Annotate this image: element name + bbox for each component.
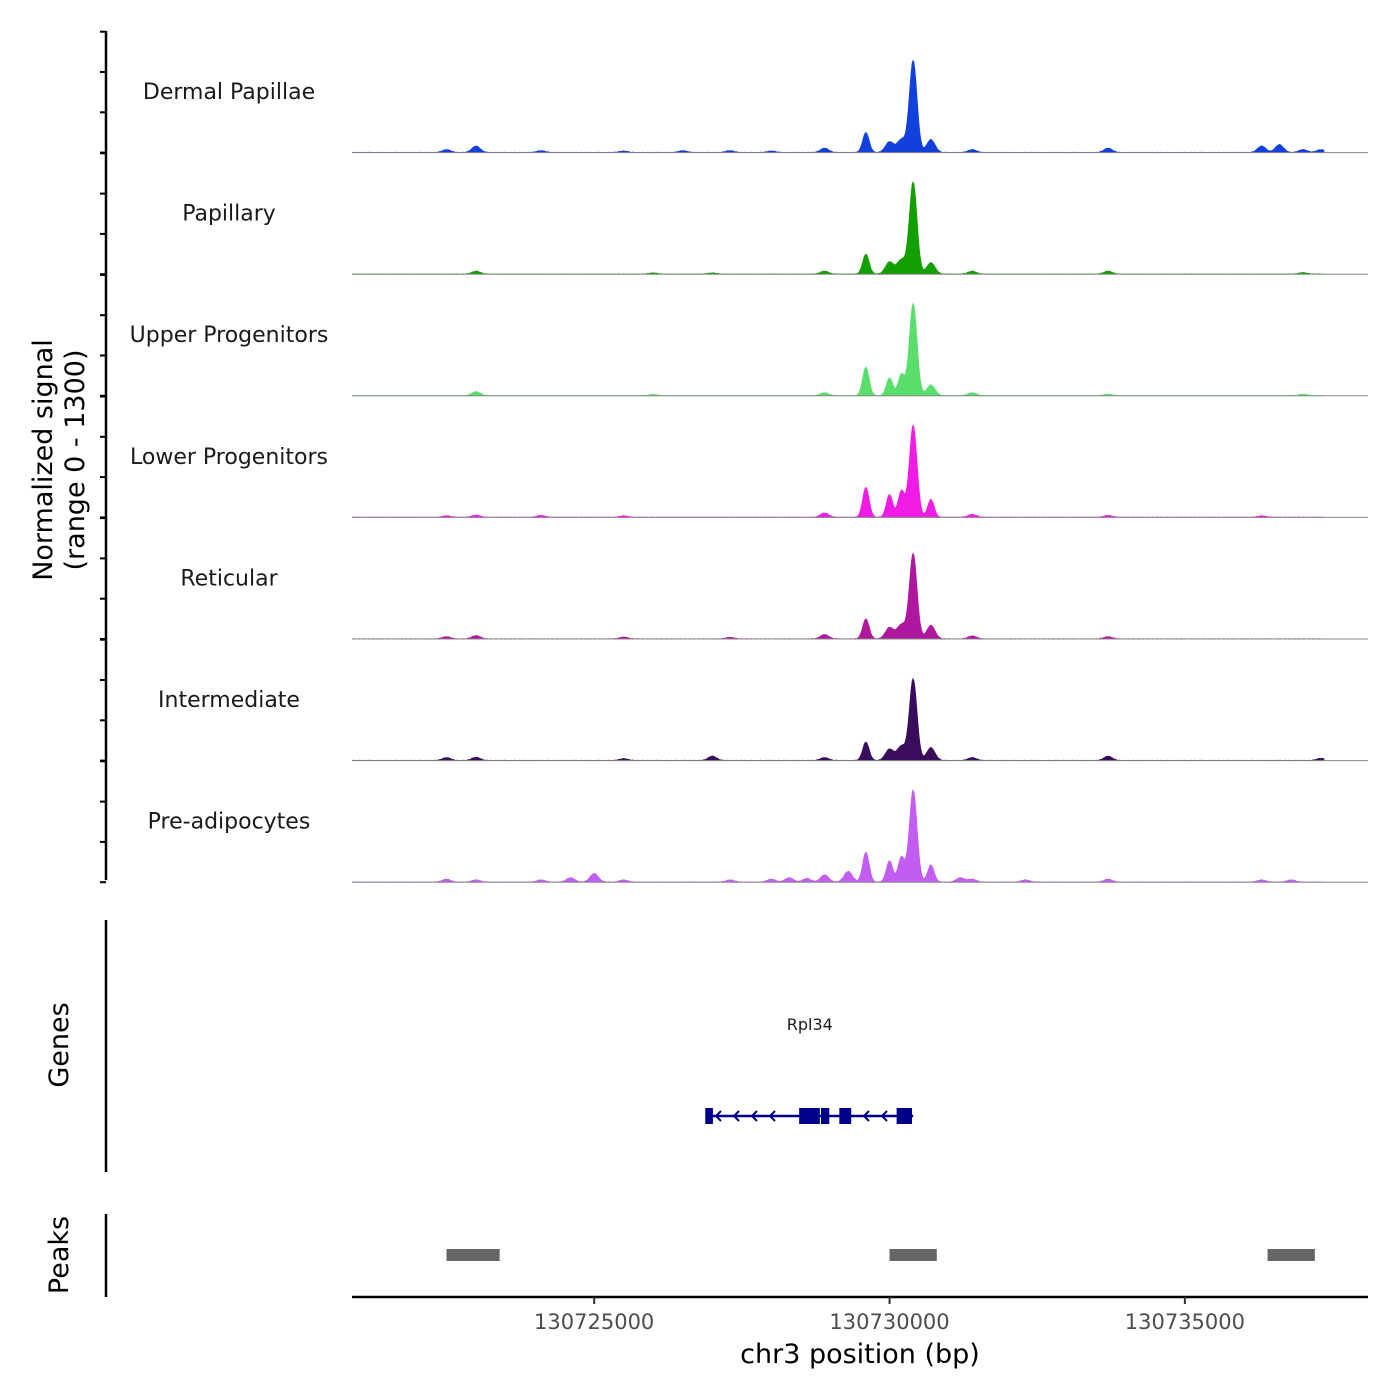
coverage-tracks: Dermal Papillae Papillary Upper Progenitor… (130, 59, 1368, 883)
track-papillary: Papillary (182, 180, 1368, 275)
track-label: Intermediate (158, 688, 300, 713)
track-label: Lower Progenitors (130, 445, 328, 470)
strand-arrow (862, 1110, 870, 1122)
x-axis-title: chr3 position (bp) (740, 1339, 980, 1370)
track-dermal-papillae: Dermal Papillae (143, 59, 1368, 154)
y-axis-range: (range 0 - 1300) (60, 350, 91, 571)
x-tick-label: 130725000 (534, 1310, 654, 1334)
peaks-axis-title: Peaks (44, 1216, 75, 1294)
strand-arrow (732, 1110, 740, 1122)
track-reticular: Reticular (180, 552, 1368, 640)
genes-axis-title: Genes (44, 1002, 75, 1087)
gene-label: Rpl34 (787, 1015, 833, 1034)
track-upper-progenitors: Upper Progenitors (130, 302, 1368, 397)
strand-arrow (714, 1110, 722, 1122)
signal-area (351, 302, 1325, 397)
signal-area (351, 677, 1325, 761)
peak-region (1267, 1249, 1315, 1261)
y-axis-title: Normalized signal (28, 339, 59, 581)
x-axis: 130725000 130730000 130735000 (352, 1295, 1368, 1334)
strand-arrow (768, 1110, 776, 1122)
strand-arrow (750, 1110, 758, 1122)
signal-area (351, 180, 1325, 275)
peak-region (889, 1249, 937, 1261)
track-lower-progenitors: Lower Progenitors (130, 424, 1368, 518)
gene-exon (896, 1108, 912, 1124)
signal-area (351, 59, 1325, 153)
gene-rpl34: Rpl34 (705, 1015, 914, 1124)
signal-area (351, 552, 1325, 640)
track-pre-adipocytes: Pre-adipocytes (148, 788, 1368, 883)
strand-arrow (844, 1110, 852, 1122)
gene-exon (821, 1108, 830, 1124)
peaks-track (104, 1214, 1315, 1297)
track-intermediate: Intermediate (158, 677, 1368, 762)
gene-exon (705, 1108, 713, 1124)
signal-area (351, 788, 1325, 883)
coverage-y-axis (100, 30, 108, 884)
genes-track: Rpl34 (104, 920, 914, 1172)
x-tick-label: 130735000 (1125, 1310, 1245, 1334)
signal-area (351, 424, 1325, 518)
track-label: Reticular (180, 566, 278, 591)
track-label: Upper Progenitors (130, 323, 329, 348)
peak-region (446, 1249, 500, 1261)
track-label: Pre-adipocytes (148, 810, 311, 835)
track-label: Dermal Papillae (143, 80, 315, 105)
track-label: Papillary (182, 202, 276, 227)
strand-arrow (880, 1110, 888, 1122)
x-tick-label: 130730000 (829, 1310, 949, 1334)
gene-exon (799, 1108, 820, 1124)
